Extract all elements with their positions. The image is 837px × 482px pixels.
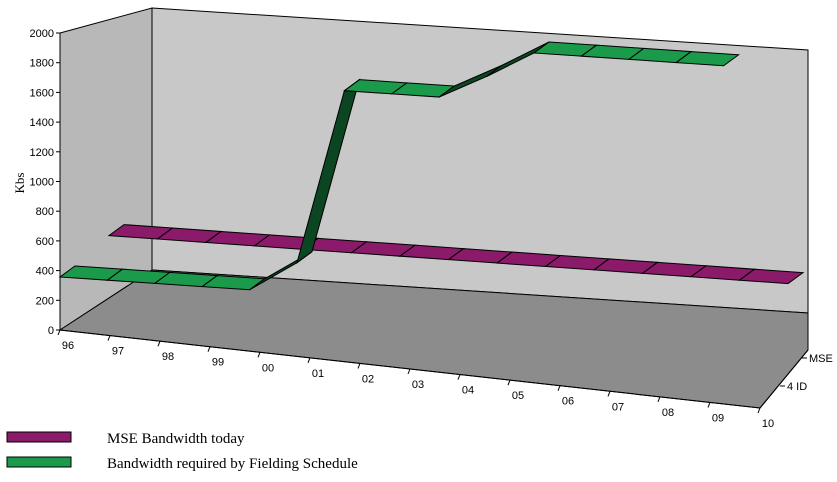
x-tick-mark bbox=[257, 352, 261, 358]
y-axis: 0 200 400 600 800 1000 1200 1400 1600 1800 2000 bbox=[30, 28, 61, 337]
x-tick-mark bbox=[757, 407, 761, 414]
x-tick-label: 08 bbox=[662, 407, 674, 419]
depth-label: 4 ID bbox=[787, 381, 807, 393]
x-tick-label: 96 bbox=[62, 340, 74, 352]
front-depth-edge bbox=[759, 349, 809, 409]
x-tick-mark bbox=[557, 385, 561, 391]
x-tick-mark bbox=[407, 368, 411, 375]
series-ribbons bbox=[58, 41, 805, 291]
depth-axis: MSE 4 ID bbox=[780, 353, 833, 393]
y-tick-label: 400 bbox=[36, 266, 54, 278]
x-tick-label: 09 bbox=[712, 412, 724, 424]
x-tick-label: 99 bbox=[212, 357, 224, 369]
legend-swatch bbox=[6, 456, 72, 468]
x-tick-label: 02 bbox=[362, 373, 374, 385]
y-tick-label: 2000 bbox=[30, 28, 54, 40]
x-tick-mark bbox=[207, 346, 211, 352]
x-tick-mark bbox=[657, 396, 661, 403]
x-tick-label: 05 bbox=[512, 390, 524, 402]
y-tick-label: 600 bbox=[36, 236, 54, 248]
y-tick-label: 0 bbox=[48, 325, 54, 337]
series-ribbon bbox=[107, 224, 805, 285]
x-tick-label: 97 bbox=[112, 346, 124, 358]
y-tick-label: 1200 bbox=[30, 147, 54, 159]
x-tick-label: 01 bbox=[312, 368, 324, 380]
x-tick-mark bbox=[357, 363, 361, 369]
x-tick-mark bbox=[107, 335, 111, 341]
legend: MSE Bandwidth today Bandwidth required by… bbox=[6, 431, 358, 472]
x-tick-mark bbox=[57, 329, 61, 336]
y-tick-label: 1400 bbox=[30, 117, 54, 129]
x-tick-label: 98 bbox=[162, 351, 174, 363]
x-axis: 96 97 98 99 00 01 02 03 04 05 06 07 08 09 10 bbox=[57, 329, 774, 430]
x-tick-mark bbox=[607, 391, 611, 397]
x-tick-label: 10 bbox=[762, 418, 774, 430]
y-tick-label: 800 bbox=[36, 206, 54, 218]
y-tick-label: 1000 bbox=[30, 177, 54, 189]
x-tick-mark bbox=[707, 402, 711, 408]
y-tick-label: 1600 bbox=[30, 87, 54, 99]
ribbon-segment bbox=[674, 51, 740, 67]
legend-label: MSE Bandwidth today bbox=[107, 431, 245, 447]
legend-swatch bbox=[6, 431, 72, 443]
y-axis-title: Kbs bbox=[12, 173, 27, 194]
x-tick-mark bbox=[507, 379, 511, 386]
x-tick-mark bbox=[457, 374, 461, 380]
y-tick-label: 1800 bbox=[30, 58, 54, 70]
x-tick-label: 04 bbox=[462, 385, 474, 397]
legend-label: Bandwidth required by Fielding Schedule bbox=[107, 456, 358, 472]
depth-label: MSE bbox=[809, 353, 833, 365]
x-tick-label: 06 bbox=[562, 396, 574, 408]
x-tick-mark bbox=[157, 340, 161, 347]
y-tick-label: 200 bbox=[36, 295, 54, 307]
ribbon-segment bbox=[738, 268, 805, 285]
x-tick-mark bbox=[307, 357, 311, 364]
x-tick-label: 00 bbox=[262, 362, 274, 374]
series-ribbon bbox=[58, 41, 740, 291]
x-tick-label: 03 bbox=[412, 379, 424, 391]
x-tick-label: 07 bbox=[612, 401, 624, 413]
